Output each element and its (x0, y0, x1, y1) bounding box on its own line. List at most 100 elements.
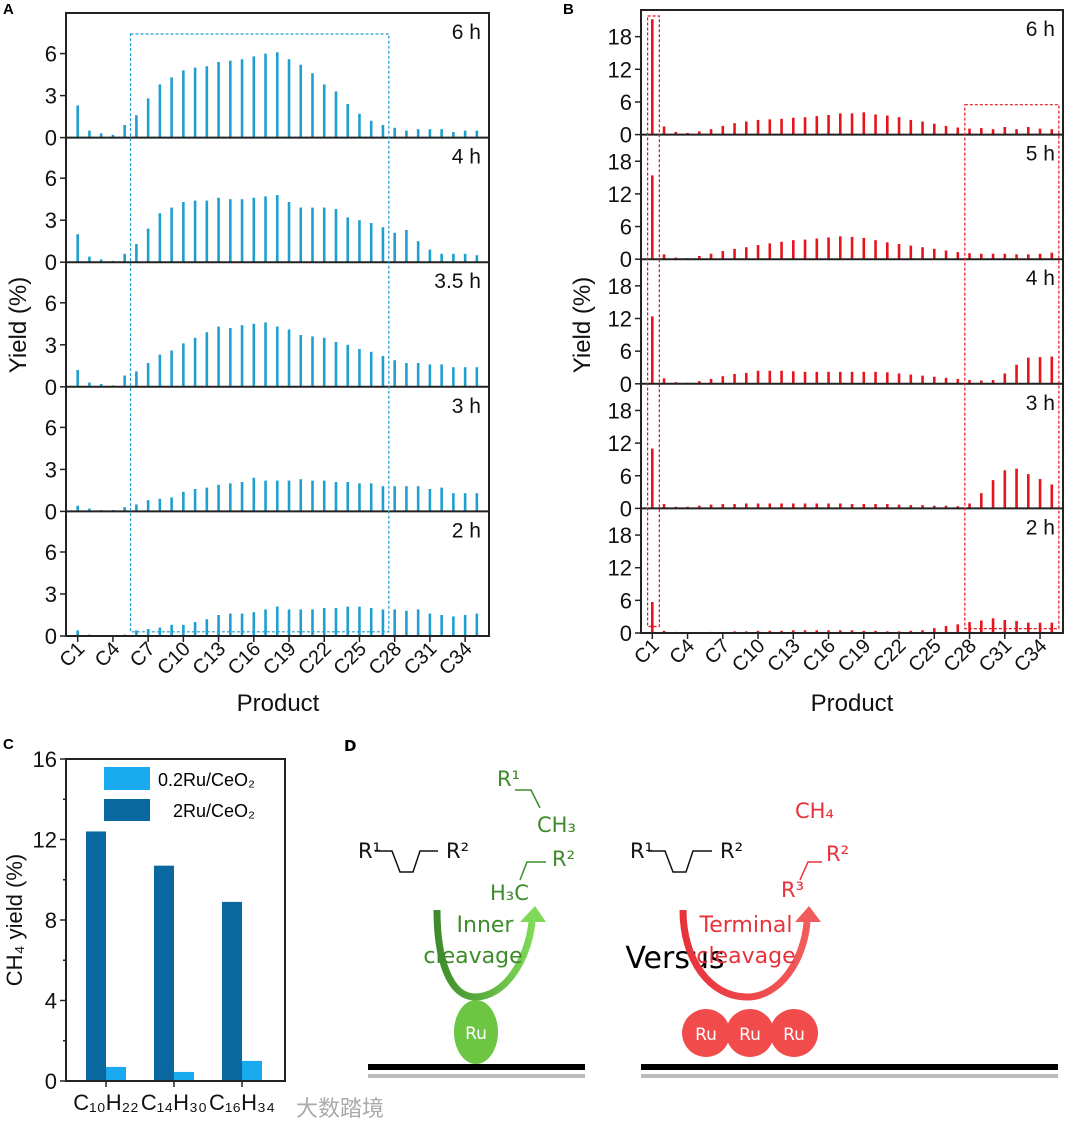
cleavage-arrow-right (679, 909, 811, 1001)
y-tick-label: 6 (620, 588, 632, 613)
bar-2ru-2 (222, 901, 242, 1081)
bar-2ru-1 (154, 865, 174, 1081)
ru-atom-2 (726, 1009, 774, 1057)
x-tick-label: C10 (728, 635, 770, 677)
product1-bond (515, 789, 541, 809)
plot-frame (640, 9, 1064, 634)
time-label: 2 h (452, 519, 481, 542)
y-tick-label: 6 (45, 540, 57, 565)
x-tick-label: C22 (294, 638, 336, 680)
y-tick-label: 12 (608, 431, 632, 456)
arrow-head-right-icon (795, 906, 821, 922)
panel-c-letter: C (3, 736, 14, 753)
product1-r1: R¹ (497, 767, 520, 791)
ru-atom (454, 1000, 498, 1064)
alkane-chain (375, 850, 438, 873)
y-tick-label: 0 (620, 621, 632, 646)
bar-0p2ru-1 (174, 1071, 194, 1081)
y-tick-label: 0 (620, 372, 632, 397)
bar-0p2ru-0 (106, 1066, 126, 1081)
product-r2-right: R² (826, 842, 849, 866)
y-tick-label: 12 (608, 57, 632, 82)
y-tick-label: 8 (45, 908, 57, 933)
y-tick-label: 3 (45, 208, 57, 233)
legend-swatch-dark (104, 799, 150, 821)
panel-a-ylabel: Yield (%) (5, 277, 32, 373)
product1-ch3: CH₃ (537, 813, 576, 837)
x-tick-label: C25 (904, 635, 946, 677)
y-tick-label: 6 (45, 415, 57, 440)
terminal-label-2: cleavage (696, 944, 795, 969)
x-tick-label: C13 (189, 638, 231, 680)
ru-atom-3-label: Ru (783, 1025, 805, 1045)
y-tick-label: 0 (45, 250, 57, 275)
panel-d-diagram: D R¹ R² R¹ CH₃ H₃C R² Inner cleavage Ru (344, 737, 1058, 1078)
terminal-cleavage-scheme: R¹ R² CH₄ R³ R² Terminal cleavage Ru Ru … (630, 799, 1058, 1078)
reactant-r2-right: R² (720, 839, 743, 863)
x-tick-label: C34 (435, 638, 477, 680)
y-tick-label: 3 (45, 84, 57, 109)
x-tick-label: C10 (153, 638, 195, 680)
y-tick-label: 12 (33, 828, 57, 853)
cleavage-arrow (433, 909, 536, 1001)
x-tick-label: C4 (665, 635, 699, 669)
panel-c-chart: C CH₄ yield (%) 0.2Ru/CeO₂ 2Ru/CeO₂ 大数踏境… (2, 736, 384, 1121)
y-tick-label: 0 (620, 123, 632, 148)
y-tick-label: 0 (45, 499, 57, 524)
inner-cleavage-scheme: R¹ R² R¹ CH₃ H₃C R² Inner cleavage Ru (358, 767, 585, 1078)
panel-d-letter: D (344, 737, 356, 755)
x-tick-label: C25 (329, 638, 371, 680)
x-tick-label: C31 (400, 638, 442, 680)
y-tick-label: 3 (45, 582, 57, 607)
support-surface (368, 1064, 585, 1070)
y-tick-label: 0 (620, 247, 632, 272)
y-tick-label: 18 (608, 398, 632, 423)
time-label: 6 h (1026, 18, 1055, 41)
panel-a-chart: A Yield (%) Product 0 3 6 6 h 0 3 6 4 h 0 3 6 3.5 h… (3, 1, 490, 717)
time-label: 6 h (452, 21, 481, 44)
y-tick-label: 6 (620, 215, 632, 240)
x-tick-label: C22 (869, 635, 911, 677)
legend-label-light: 0.2Ru/CeO₂ (158, 770, 255, 790)
support-shadow (368, 1074, 585, 1078)
time-label: 4 h (452, 146, 481, 169)
panel-a-letter: A (3, 1, 14, 18)
reactant-r2: R² (446, 839, 469, 863)
ru-atom-label: Ru (465, 1024, 487, 1044)
x-tick-label: C16 (224, 638, 266, 680)
legend-label-dark: 2Ru/CeO₂ (173, 801, 255, 821)
bar-0p2ru-2 (242, 1060, 262, 1081)
y-tick-label: 16 (33, 747, 57, 772)
time-label: 3.5 h (434, 270, 481, 293)
time-label: 2 h (1026, 516, 1055, 539)
x-tick-label: C1 (56, 638, 90, 672)
x-tick-label: C₁₆H₃₄ (209, 1090, 275, 1115)
ru-atom-1 (682, 1009, 730, 1057)
panel-b-xlabel: Product (811, 690, 894, 717)
x-tick-label: C13 (763, 635, 805, 677)
x-tick-label: C28 (365, 638, 407, 680)
x-tick-label: C₁₄H₃₀ (141, 1090, 207, 1115)
product2-r2: R² (552, 847, 575, 871)
y-tick-label: 0 (45, 126, 57, 151)
x-tick-label: C19 (834, 635, 876, 677)
y-tick-label: 0 (45, 1069, 57, 1094)
ru-atom-1-label: Ru (695, 1025, 717, 1045)
y-tick-label: 0 (45, 375, 57, 400)
time-label: 5 h (1026, 143, 1055, 166)
y-tick-label: 6 (620, 339, 632, 364)
product2-bond (519, 861, 546, 881)
y-tick-label: 18 (608, 523, 632, 548)
legend-swatch-light (104, 767, 150, 790)
x-tick-label: C7 (126, 638, 160, 672)
watermark: 大数踏境 (296, 1096, 384, 1121)
product2-h3c: H₃C (490, 881, 529, 905)
product-ch4: CH₄ (795, 799, 834, 823)
y-tick-label: 0 (45, 624, 57, 649)
x-tick-label: C7 (701, 635, 735, 669)
panel-b-ylabel: Yield (%) (569, 277, 596, 373)
panel-b-letter: B (563, 1, 574, 18)
x-tick-label: C31 (975, 635, 1017, 677)
time-label: 4 h (1026, 267, 1055, 290)
y-tick-label: 6 (620, 90, 632, 115)
